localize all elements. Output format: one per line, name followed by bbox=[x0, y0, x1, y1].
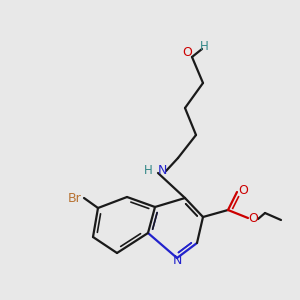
Text: N: N bbox=[157, 164, 167, 178]
Text: O: O bbox=[248, 212, 258, 226]
Text: N: N bbox=[172, 254, 182, 268]
Text: O: O bbox=[182, 46, 192, 59]
Text: H: H bbox=[200, 40, 208, 53]
Text: Br: Br bbox=[68, 191, 82, 205]
Text: O: O bbox=[238, 184, 248, 196]
Text: H: H bbox=[144, 164, 152, 178]
